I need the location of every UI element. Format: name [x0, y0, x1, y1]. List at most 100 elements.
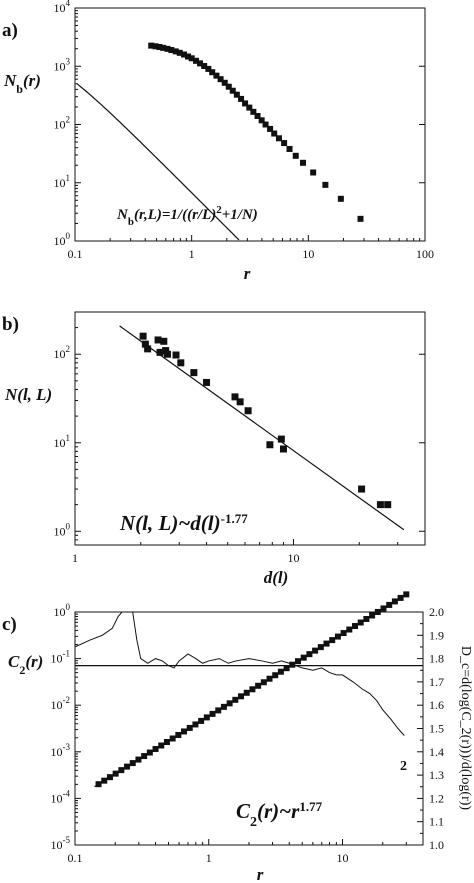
panel-c-point-2	[106, 774, 113, 781]
panel-a-point-16	[213, 72, 220, 79]
panel-b-point-2	[144, 345, 152, 353]
panel-c-point-45	[352, 623, 359, 630]
panel-a-point-14	[205, 65, 212, 72]
panel-c-point-1	[101, 777, 108, 784]
panel-c-point-37	[306, 651, 313, 658]
panel-c-slope-curve	[75, 612, 405, 736]
panel-c-annotation-part2: 2	[250, 815, 257, 830]
panel-c-point-21	[215, 707, 222, 714]
panel-c-y2-tick-label-8: 1.8	[429, 652, 444, 666]
panel-c-point-34	[289, 661, 296, 668]
panel-c-point-11	[158, 742, 165, 749]
panel-c-y2-tick-label-0: 1.0	[429, 838, 444, 852]
panel-c-point-49	[374, 608, 381, 615]
panel-a-point-31	[275, 135, 282, 142]
panel-a-point-38	[337, 195, 344, 202]
panel-c-y2-tick-label-10: 2.0	[429, 605, 444, 619]
panel-c-point-10	[152, 746, 159, 753]
panel-a-point-36	[310, 169, 317, 176]
panel-c-point-26	[243, 689, 250, 696]
panel-a-point-3	[160, 44, 167, 51]
panel-c-point-38	[312, 647, 319, 654]
panel-c-annotation-part4: 1.77	[299, 799, 322, 814]
panel-c-y-tick-label-2: 10-3	[51, 742, 71, 759]
panel-c-y-tick-label-4: 10-1	[51, 649, 71, 666]
panel-c-point-20	[209, 710, 216, 717]
panel-c-point-53	[397, 594, 404, 601]
panel-c-y2-tick-label-2: 1.2	[429, 791, 444, 805]
panel-a-point-12	[197, 60, 204, 67]
panel-b-x-tick-label-1: 10	[287, 551, 299, 565]
panel-c-label: c)	[2, 614, 17, 635]
panel-b-point-7	[163, 350, 171, 358]
panel-b-point-8	[172, 351, 180, 359]
panel-b: b) N(l, L) d(l) N(l, L)~d(l)-1.77 1 10 100…	[2, 311, 426, 587]
panel-a-annotation-part4: 2	[216, 204, 222, 216]
panel-a-point-25	[250, 108, 257, 115]
panel-b-annotation: N(l, L)~d(l)-1.77	[119, 511, 248, 536]
panel-c-point-24	[232, 696, 239, 703]
panel-b-point-20	[384, 501, 392, 509]
panel-c-point-33	[283, 665, 290, 672]
panel-b-frame	[74, 311, 426, 546]
panel-b-y-tick-label-1: 101	[54, 433, 71, 450]
panel-a-point-21	[233, 91, 240, 98]
panel-b-point-0	[139, 332, 147, 340]
panel-c-point-32	[277, 668, 284, 675]
panel-c-x-tick-label-1: 1	[206, 851, 212, 865]
panel-b-point-4	[160, 337, 168, 345]
panel-c-x-tick-label-2: 10	[336, 851, 348, 865]
panel-c-point-28	[255, 682, 262, 689]
panel-c-point-52	[391, 598, 398, 605]
panel-a-point-15	[209, 69, 216, 76]
panel-c-point-35	[295, 658, 302, 665]
panel-a-y-tick-label-0: 100	[54, 231, 71, 248]
panel-a-point-20	[229, 87, 236, 94]
panel-b-point-17	[279, 445, 287, 453]
panel-a-y-tick-label-3: 103	[54, 56, 71, 73]
panel-b-point-3	[154, 336, 162, 344]
panel-b-fit-line	[119, 325, 405, 531]
panel-c-y2-tick-label-6: 1.6	[429, 698, 444, 712]
panel-c-point-51	[386, 601, 393, 608]
panel-c-y2-tick-label-7: 1.7	[429, 675, 444, 689]
panel-a-point-24	[246, 104, 253, 111]
panel-c-y2-tick-label-5: 1.5	[429, 722, 444, 736]
panel-a-point-34	[292, 152, 299, 159]
panel-a-annotation-part1: N	[116, 207, 129, 223]
panel-c-xlabel: r	[257, 865, 264, 883]
panel-a-point-23	[242, 100, 249, 107]
panel-c-y2-tick-label-9: 1.9	[429, 628, 444, 642]
panel-c-x-tick-label-0: 0.1	[68, 851, 83, 865]
panel-a-x-tick-label-2: 10	[302, 247, 314, 261]
panel-c-y-tick-label-5: 100	[54, 602, 71, 619]
panel-c-ylabel-right: D_c=d(log(C_2(r)))/d(log(r))	[458, 646, 473, 811]
panel-c-annotation: C2(r)~r1.77	[236, 799, 323, 830]
panel-a-point-6	[172, 48, 179, 55]
panel-a-point-0	[148, 42, 155, 49]
panel-c-point-27	[249, 686, 256, 693]
panel-a-ylabel-main: N	[3, 71, 17, 90]
panel-a-point-7	[176, 49, 183, 56]
panel-c-point-39	[317, 644, 324, 651]
panel-b-annotation-part1: N(l, L)~d(l)	[119, 511, 221, 535]
panel-a-label: a)	[2, 20, 18, 41]
panel-c-y2-tick-label-3: 1.3	[429, 768, 444, 782]
panel-c-ylabel: C2(r)	[8, 652, 43, 677]
panel-c-point-23	[226, 700, 233, 707]
panel-a-point-30	[271, 130, 278, 137]
panel-a-annotation-part3: (r,L)=1/((r/L)	[134, 207, 216, 223]
panel-b-x-tick-label-0: 1	[72, 551, 78, 565]
panel-a-point-39	[357, 215, 364, 222]
panel-c-ylabel-sub: 2	[19, 663, 25, 677]
panel-c-point-44	[346, 626, 353, 633]
panel-a-point-27	[258, 117, 265, 124]
panel-a-xlabel: r	[244, 264, 251, 283]
panel-b-point-18	[358, 485, 366, 493]
slope-curve-label: 2	[400, 759, 407, 774]
panel-a-y-tick-label-4: 104	[54, 0, 71, 15]
panel-c-point-30	[266, 675, 273, 682]
panel-b-point-15	[266, 441, 274, 449]
panel-b-point-9	[177, 359, 185, 367]
panel-a-point-26	[254, 112, 261, 119]
